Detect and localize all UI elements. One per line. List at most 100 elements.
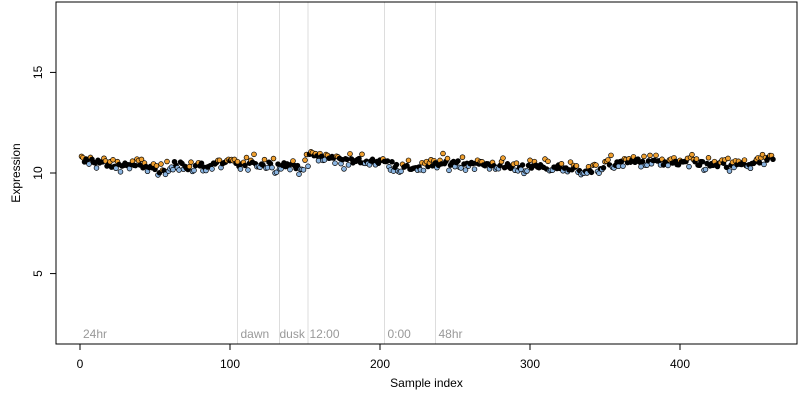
data-point <box>605 157 611 163</box>
time-annotations: 24hr dawn dusk 12:00 0:00 48hr <box>83 327 463 341</box>
data-point <box>300 167 307 173</box>
data-point <box>273 169 280 175</box>
data-point <box>110 157 116 163</box>
data-point <box>287 166 293 173</box>
data-point <box>332 160 338 166</box>
annotation-label: dusk <box>280 327 306 341</box>
data-point <box>726 168 733 174</box>
data-point <box>132 162 139 169</box>
data-point <box>117 169 124 175</box>
data-point <box>261 156 268 163</box>
data-point <box>620 163 626 169</box>
data-point <box>245 167 251 173</box>
data-point <box>315 157 322 164</box>
data-point <box>527 157 533 164</box>
data-point <box>305 163 311 170</box>
data-point <box>270 155 277 162</box>
data-point <box>93 165 100 171</box>
data-point <box>198 160 205 166</box>
data-point <box>723 164 730 171</box>
data-point <box>471 166 478 172</box>
data-point <box>588 169 595 176</box>
y-tick-label: 15 <box>31 65 45 79</box>
data-point <box>770 156 776 163</box>
data-point <box>393 161 400 168</box>
annotation-label: 12:00 <box>310 327 340 341</box>
data-point <box>389 159 395 165</box>
data-point <box>269 164 275 171</box>
data-point <box>593 162 599 168</box>
data-point <box>500 155 506 161</box>
data-point <box>725 155 731 162</box>
data-point <box>558 160 565 167</box>
data-point <box>341 166 347 172</box>
data-point <box>459 154 466 160</box>
vertical-marker-lines <box>237 2 436 344</box>
data-point <box>741 157 748 163</box>
data-point <box>567 159 574 165</box>
y-axis-title: Expression <box>9 143 23 202</box>
data-point <box>608 152 614 159</box>
data-point <box>639 158 646 165</box>
data-point <box>638 163 644 170</box>
data-point <box>444 155 451 162</box>
data-point <box>702 166 709 173</box>
data-point <box>455 158 461 164</box>
data-point <box>234 158 241 165</box>
annotation-label: 48hr <box>439 327 463 341</box>
data-point <box>290 158 296 164</box>
data-point <box>216 157 223 164</box>
data-point <box>761 161 767 168</box>
x-tick-label: 0 <box>77 357 84 371</box>
data-point <box>641 153 647 160</box>
data-point <box>689 151 695 158</box>
data-point <box>573 163 580 169</box>
data-point <box>747 165 754 172</box>
x-axis: 0 100 200 300 400 <box>77 344 690 371</box>
data-point <box>294 162 301 169</box>
data-point <box>176 167 182 173</box>
data-point <box>665 162 671 169</box>
data-point <box>513 160 520 166</box>
data-point <box>237 166 244 172</box>
data-point <box>647 152 653 159</box>
data-point <box>615 163 622 170</box>
data-point <box>524 168 530 174</box>
data-point <box>359 151 365 157</box>
data-point <box>404 162 410 169</box>
data-point <box>420 167 427 174</box>
data-point <box>653 152 659 159</box>
data-point <box>164 158 170 165</box>
x-tick-label: 300 <box>520 357 540 371</box>
data-point <box>600 165 607 171</box>
y-tick-label: 5 <box>31 270 45 277</box>
annotation-label: dawn <box>241 327 270 341</box>
data-point <box>756 160 763 166</box>
x-tick-label: 400 <box>670 357 690 371</box>
x-axis-title: Sample index <box>390 376 463 390</box>
data-point <box>209 166 215 172</box>
data-point <box>545 158 551 165</box>
data-point <box>296 171 302 177</box>
data-point <box>302 157 308 163</box>
data-point <box>699 158 706 165</box>
x-tick-label: 200 <box>370 357 390 371</box>
y-axis: 5 10 15 <box>31 65 56 277</box>
annotation-label: 0:00 <box>388 327 412 341</box>
data-point <box>113 165 119 172</box>
data-point <box>188 159 194 165</box>
data-point <box>693 156 700 162</box>
data-point <box>158 161 164 167</box>
data-point <box>191 167 197 174</box>
annotation-label: 24hr <box>83 327 107 341</box>
data-point <box>86 161 92 167</box>
data-point <box>275 161 281 167</box>
data-point <box>347 151 353 157</box>
data-point <box>440 150 446 157</box>
data-point <box>705 155 712 161</box>
data-point <box>398 168 404 175</box>
data-point <box>251 151 257 158</box>
data-point <box>170 166 176 173</box>
data-point <box>462 167 469 173</box>
data-point <box>519 162 526 168</box>
